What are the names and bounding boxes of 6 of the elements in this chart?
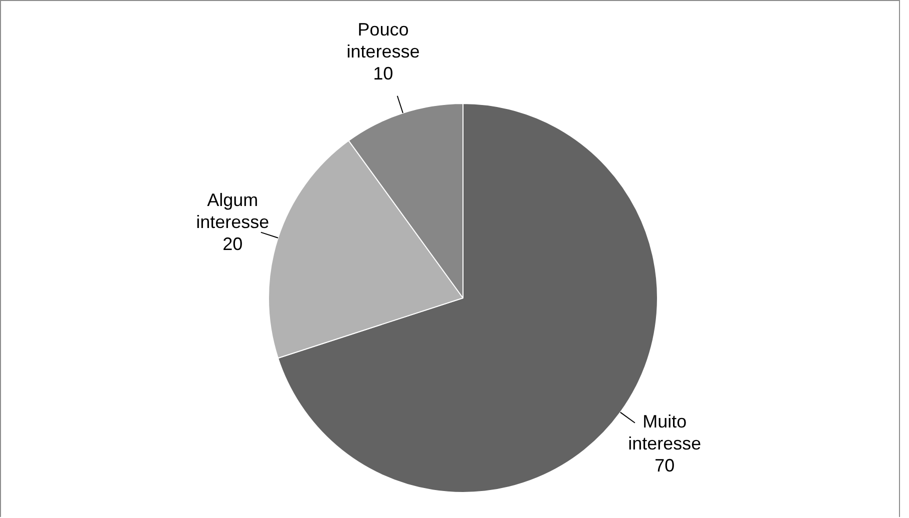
data-label: 20 bbox=[222, 234, 243, 254]
slice-label: Muito interesse bbox=[628, 411, 702, 454]
data-label: 10 bbox=[373, 63, 394, 84]
data-label: 70 bbox=[654, 455, 675, 476]
slice-label: Algum interesse bbox=[196, 190, 270, 232]
slice-label: Pouco interesse bbox=[346, 19, 420, 62]
